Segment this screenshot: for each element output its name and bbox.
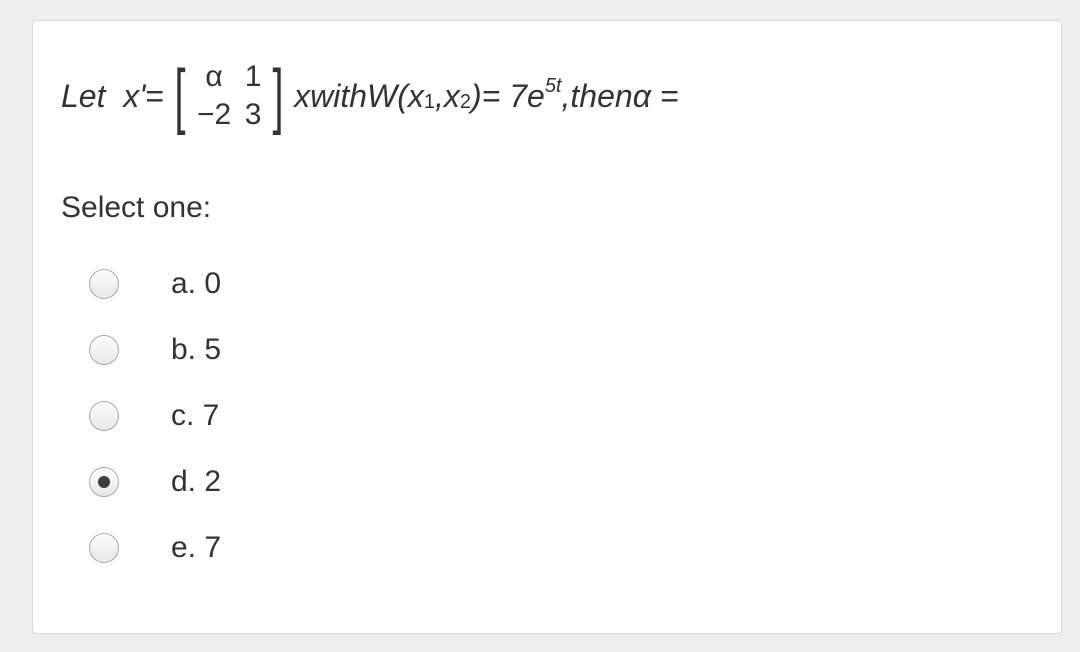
option-d-label: d. 2: [171, 465, 221, 499]
paren-close: ): [471, 78, 482, 115]
let-word: Let: [61, 78, 105, 115]
radio-a[interactable]: [89, 269, 119, 299]
option-a: a. 0: [89, 251, 221, 317]
equals-sign: =: [145, 78, 164, 115]
option-a-label: a. 0: [171, 267, 221, 301]
x2-sub: 2: [460, 91, 471, 114]
w-func: W: [367, 78, 397, 115]
m-r1c2: 1: [238, 58, 268, 96]
right-bracket-icon: ]: [273, 66, 284, 126]
comma: ,: [435, 78, 444, 115]
m-r2c2: 3: [238, 96, 268, 134]
option-e: e. 7: [89, 515, 221, 581]
x-after-matrix: x: [294, 78, 310, 115]
x-prime: x': [123, 78, 145, 115]
select-one-prompt: Select one:: [61, 191, 211, 225]
radio-d[interactable]: [89, 467, 119, 497]
radio-c[interactable]: [89, 401, 119, 431]
radio-b[interactable]: [89, 335, 119, 365]
then-word: ,then: [562, 78, 633, 115]
rhs-a: = 7e: [482, 78, 545, 115]
x1-sub: 1: [424, 91, 435, 114]
matrix-rows: α 1 −2 3: [190, 58, 268, 134]
paren-open: (: [397, 78, 408, 115]
x1: x: [408, 78, 424, 115]
radio-e[interactable]: [89, 533, 119, 563]
x2: x: [444, 78, 460, 115]
option-d: d. 2: [89, 449, 221, 515]
options-list: a. 0 b. 5 c. 7 d. 2 e. 7: [89, 251, 221, 581]
option-b-label: b. 5: [171, 333, 221, 367]
m-r1c1: α: [190, 58, 238, 96]
question-text: Let x' = [ α 1 −2 3 ] x with W ( x 1 ,: [61, 51, 1061, 141]
question-card: Let x' = [ α 1 −2 3 ] x with W ( x 1 ,: [32, 20, 1062, 634]
alpha-eq: α =: [633, 78, 679, 115]
matrix: [ α 1 −2 3 ]: [170, 58, 288, 134]
option-e-label: e. 7: [171, 531, 221, 565]
with-word: with: [310, 78, 367, 115]
left-bracket-icon: [: [175, 66, 186, 126]
m-r2c1: −2: [190, 96, 238, 134]
option-c-label: c. 7: [171, 399, 219, 433]
option-b: b. 5: [89, 317, 221, 383]
exp: 5t: [545, 75, 562, 98]
option-c: c. 7: [89, 383, 221, 449]
